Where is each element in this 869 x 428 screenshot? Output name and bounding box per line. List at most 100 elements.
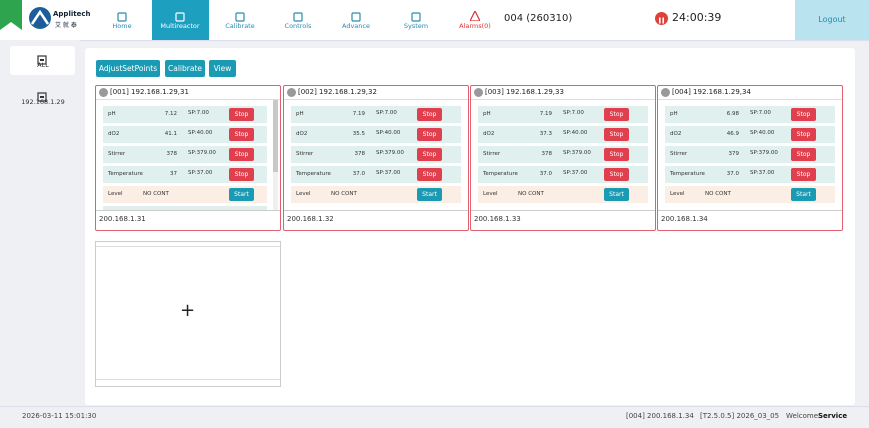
setpoint: SP:40.00 bbox=[750, 130, 775, 136]
unit: 004 (260310) bbox=[504, 13, 573, 24]
toolbar-button[interactable]: Calibrate bbox=[165, 60, 205, 77]
sensor-row bbox=[103, 106, 267, 123]
scroll-thumb[interactable] bbox=[273, 100, 278, 172]
sensor-value: NO CONT bbox=[331, 191, 357, 197]
logout-button[interactable]: Logout bbox=[795, 0, 869, 40]
sidebar-icon bbox=[37, 50, 47, 69]
start-button[interactable]: Start bbox=[417, 188, 442, 201]
sensor-row bbox=[103, 166, 267, 183]
sensor-name: pH bbox=[670, 111, 678, 117]
status-dot bbox=[99, 88, 108, 97]
card-footer-line bbox=[658, 210, 842, 211]
card-header-line bbox=[471, 99, 655, 100]
sensor-row bbox=[103, 146, 267, 163]
top-bar bbox=[0, 0, 869, 41]
card-footer: 200.168.1.33 bbox=[474, 215, 521, 223]
sensor-row bbox=[103, 126, 267, 143]
card-title: [003] 192.168.1.29,33 bbox=[485, 88, 564, 96]
stop-button[interactable]: Stop bbox=[417, 128, 442, 141]
nav-icon bbox=[175, 7, 185, 22]
status-user: Service bbox=[818, 412, 848, 420]
partial-row bbox=[103, 206, 267, 210]
stop-button[interactable]: Stop bbox=[417, 168, 442, 181]
sensor-name: Level bbox=[108, 191, 123, 197]
toolbar-button[interactable]: AdjustSetPoints bbox=[96, 60, 160, 77]
sidebar-item[interactable]: 192.168.1.29 bbox=[21, 98, 65, 106]
nav-item[interactable]: Advance bbox=[342, 22, 370, 30]
sensor-name: Stirrer bbox=[483, 151, 501, 157]
nav-item[interactable]: Multireactor bbox=[160, 22, 200, 30]
sidebar-item[interactable]: ALL bbox=[37, 61, 49, 69]
card-footer: 200.168.1.31 bbox=[99, 215, 146, 223]
status-datetime: 2026-03-11 15:01:30 bbox=[22, 412, 97, 420]
stop-button[interactable]: Stop bbox=[229, 128, 254, 141]
stop-button[interactable]: Stop bbox=[229, 168, 254, 181]
stop-button[interactable]: Stop bbox=[604, 148, 629, 161]
sensor-value: 6.98 bbox=[726, 111, 739, 117]
sensor-value: 35.5 bbox=[352, 131, 365, 137]
start-button[interactable]: Start bbox=[604, 188, 629, 201]
sensor-name: dO2 bbox=[670, 131, 682, 137]
sensor-value: 37.3 bbox=[539, 131, 552, 137]
add-card[interactable] bbox=[95, 241, 281, 387]
nav-icon bbox=[235, 7, 245, 22]
sensor-name: Stirrer bbox=[296, 151, 314, 157]
stop-button[interactable]: Stop bbox=[229, 108, 254, 121]
nav-active bbox=[152, 0, 209, 40]
nav-icon bbox=[351, 7, 361, 22]
toolbar-button[interactable]: View bbox=[209, 60, 236, 77]
start-button[interactable]: Start bbox=[791, 188, 816, 201]
stop-button[interactable]: Stop bbox=[604, 128, 629, 141]
setpoint: SP:40.00 bbox=[188, 130, 213, 136]
setpoint: SP:379.00 bbox=[188, 150, 216, 156]
nav-item[interactable]: Home bbox=[112, 22, 132, 30]
timer-icon bbox=[655, 12, 668, 25]
status-dot bbox=[661, 88, 670, 97]
setpoint: SP:7.00 bbox=[750, 110, 771, 116]
stop-button[interactable]: Stop bbox=[604, 168, 629, 181]
status-dot bbox=[474, 88, 483, 97]
add-icon[interactable]: + bbox=[180, 300, 196, 321]
nav-item[interactable]: Controls bbox=[284, 22, 312, 30]
nav-icon bbox=[117, 7, 127, 22]
sensor-value: 378 bbox=[166, 151, 178, 157]
setpoint: SP:379.00 bbox=[750, 150, 778, 156]
sensor-name: Level bbox=[296, 191, 311, 197]
sensor-value: 378 bbox=[354, 151, 366, 157]
nav-item[interactable]: System bbox=[403, 22, 429, 30]
setpoint: SP:379.00 bbox=[376, 150, 404, 156]
stop-button[interactable]: Stop bbox=[604, 108, 629, 121]
sensor-value: 378 bbox=[541, 151, 553, 157]
stop-button[interactable]: Stop bbox=[417, 148, 442, 161]
sensor-value: 37.0 bbox=[352, 171, 365, 177]
card-footer: 200.168.1.32 bbox=[287, 215, 334, 223]
timer: 24:00:39 bbox=[672, 11, 722, 24]
setpoint: SP:40.00 bbox=[563, 130, 588, 136]
sensor-value: NO CONT bbox=[705, 191, 731, 197]
alarms[interactable]: Alarms(0) bbox=[459, 22, 491, 30]
setpoint: SP:379.00 bbox=[563, 150, 591, 156]
nav-item[interactable]: Calibrate bbox=[225, 22, 255, 30]
stop-button[interactable]: Stop bbox=[791, 148, 816, 161]
stop-button[interactable]: Stop bbox=[791, 168, 816, 181]
card-header-line bbox=[96, 99, 280, 100]
stop-button[interactable]: Stop bbox=[791, 128, 816, 141]
alarm-icon bbox=[469, 6, 481, 25]
start-button[interactable]: Start bbox=[229, 188, 254, 201]
stop-button[interactable]: Stop bbox=[791, 108, 816, 121]
status-version: [T2.5.0.5] 2026_03_05 bbox=[700, 412, 780, 420]
stop-button[interactable]: Stop bbox=[229, 148, 254, 161]
setpoint: SP:7.00 bbox=[376, 110, 397, 116]
card-title: [002] 192.168.1.29,32 bbox=[298, 88, 377, 96]
sensor-name: Temperature bbox=[108, 171, 143, 177]
stop-button[interactable]: Stop bbox=[417, 108, 442, 121]
status-bar bbox=[0, 406, 869, 428]
setpoint: SP:37.00 bbox=[188, 170, 213, 176]
logo bbox=[0, 0, 51, 30]
brand: Applitech bbox=[53, 10, 91, 18]
status-device: [004] 200.168.1.34 bbox=[626, 412, 694, 420]
sensor-value: 37 bbox=[170, 171, 177, 177]
sensor-value: 37.0 bbox=[726, 171, 739, 177]
nav-icon bbox=[293, 7, 303, 22]
